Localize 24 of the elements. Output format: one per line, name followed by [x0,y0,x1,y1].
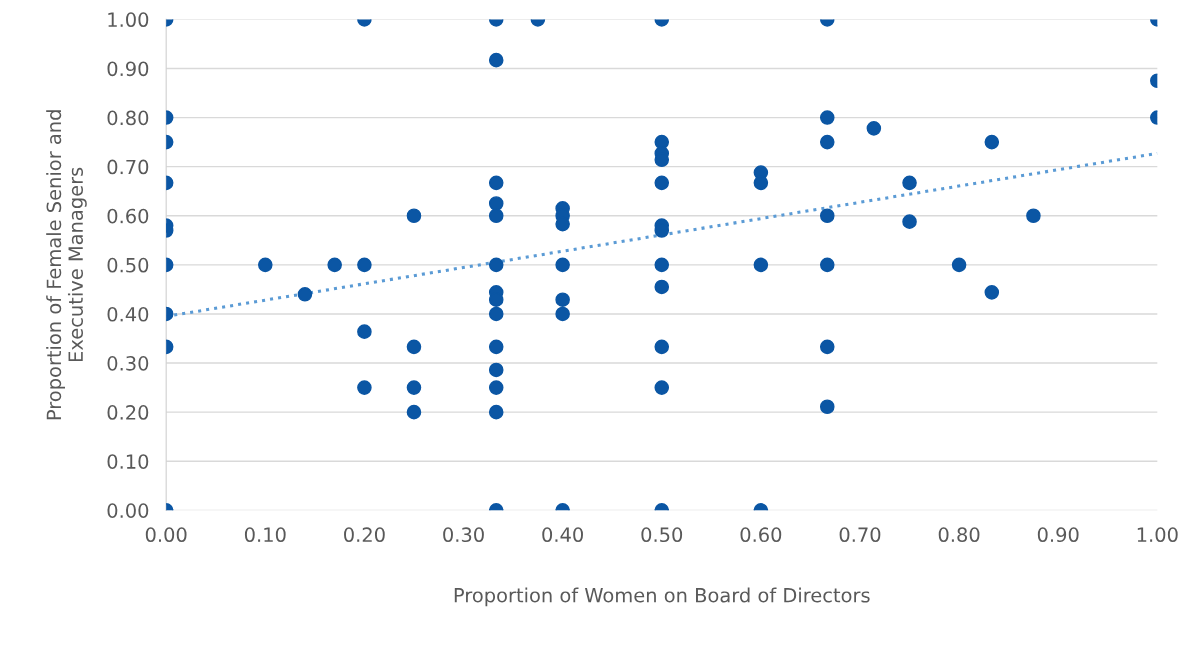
y-axis-title: Proportion of Female Senior and Executive Managers [46,110,87,420]
y-tick-label: 0.70 [107,159,149,175]
x-tick-label: 0.80 [938,527,980,543]
y-tick-label: 0.40 [107,306,149,322]
y-tick-label: 0.00 [107,503,149,518]
y-tick-label: 0.20 [107,405,149,420]
y-tick-label: 1.00 [108,12,149,28]
x-tick-label: 0.30 [443,527,484,543]
y-tick-label: 0.80 [107,110,149,126]
x-tick-label: 0.90 [1037,527,1079,543]
x-tick-label: 0.10 [244,527,286,543]
y-tick-label: 0.50 [107,257,149,273]
x-tick-label: 0.40 [542,527,583,543]
x-tick-label: 0.00 [145,527,187,543]
x-axis-title: Proportion of Women on Board of Directors [454,587,870,607]
x-tick-label: 0.70 [839,527,881,543]
x-tick-label: 0.50 [641,527,683,543]
x-tick-label: 0.60 [740,527,782,543]
y-tick-label: 0.60 [107,208,149,224]
x-tick-label: 0.20 [344,527,385,543]
y-tick-label: 0.30 [107,356,149,371]
y-tick-label: 0.10 [107,454,149,469]
y-tick-label: 0.90 [107,61,149,77]
x-tick-label: 1.00 [1137,527,1178,543]
